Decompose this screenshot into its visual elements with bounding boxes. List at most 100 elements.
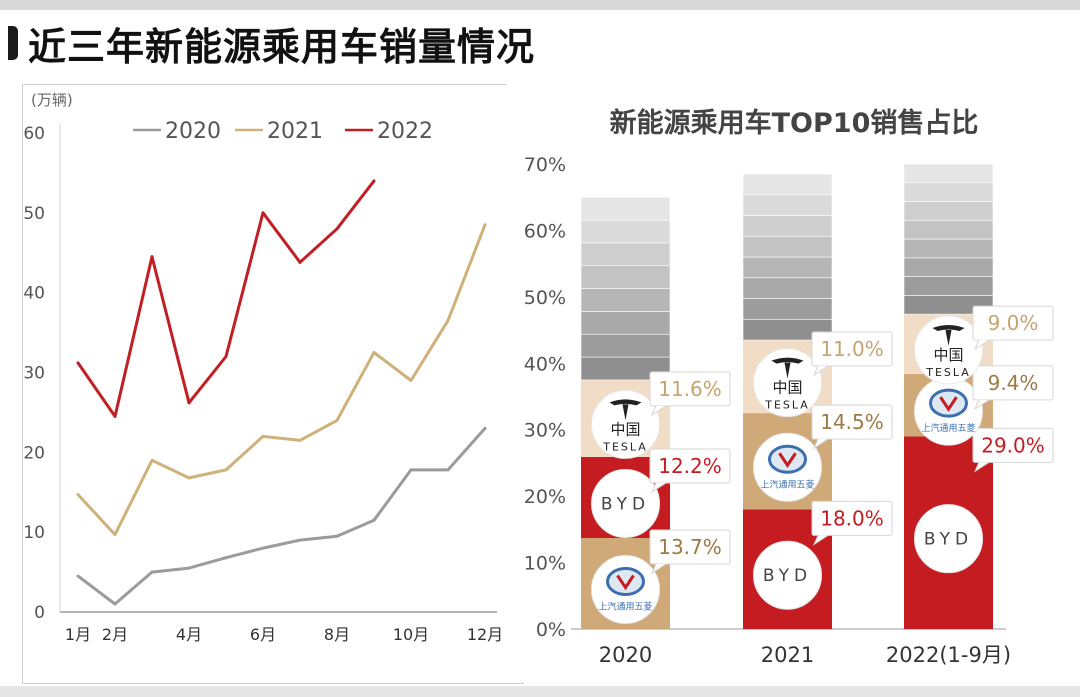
series-line-2020 <box>77 427 487 606</box>
data-point-2020 <box>335 534 339 538</box>
byd-word-text: BYD <box>924 530 973 550</box>
legend-label-2022: 2022 <box>377 119 433 144</box>
tesla-cn-text: 中国 <box>772 379 802 397</box>
data-point-2022 <box>113 414 117 418</box>
x-tick-label: 1月 <box>65 625 91 644</box>
data-point-2020 <box>76 574 80 578</box>
wuling-emblem-icon <box>929 388 968 418</box>
series-line-2021 <box>76 224 487 537</box>
x-tick-label: 6月 <box>250 625 276 644</box>
callout-box <box>972 365 1054 401</box>
bar-group-2: BYD 29.0% 上汽通用五菱 9.4% 中国 TESLA 9.0% 2022(1-9月) <box>886 163 1054 667</box>
data-point-2022 <box>187 401 191 405</box>
tesla-t-icon <box>609 399 642 421</box>
bar-segment-other <box>580 265 671 289</box>
data-point-2021 <box>298 438 302 442</box>
callout-value-label: 12.2% <box>658 454 722 478</box>
data-point-2021 <box>150 458 154 462</box>
bar-segment-other <box>903 276 994 296</box>
data-point-2022 <box>261 211 265 215</box>
data-point-2020 <box>483 426 487 430</box>
y-tick-label: 40 <box>23 284 45 304</box>
bar-segment-other <box>742 194 833 216</box>
callout-pointer <box>973 339 990 351</box>
x-tick-label: 2022(1-9月) <box>886 643 1011 667</box>
data-point-2022 <box>298 260 302 264</box>
y-tick-label: 30 <box>23 364 45 384</box>
data-point-2020 <box>224 556 228 560</box>
data-point-2021 <box>335 418 339 422</box>
y-tick-label: 10% <box>524 553 566 575</box>
callout-box <box>972 427 1054 463</box>
y-tick-label: 0 <box>34 603 45 623</box>
data-point-2021 <box>409 378 413 382</box>
byd-word-text: BYD <box>763 566 812 586</box>
data-point-2021 <box>446 319 450 323</box>
y-tick-label: 50% <box>524 287 566 309</box>
tesla-word-text: TESLA <box>602 440 648 453</box>
callout-pointer <box>812 438 829 450</box>
bar-segment-other <box>742 256 833 279</box>
bar-segment-other <box>903 219 994 240</box>
bar-segment-other <box>580 242 671 267</box>
bar-segment-other <box>742 298 833 320</box>
y-tick-label: 70% <box>524 154 566 176</box>
bar-segment-other <box>580 288 671 312</box>
bar-group-1: BYD 18.0% 上汽通用五菱 14.5% 中国 TESLA 11.0% 2021 <box>742 173 893 667</box>
tesla-cn-text: 中国 <box>610 420 640 438</box>
data-point-2020 <box>446 468 450 472</box>
data-point-2020 <box>261 546 265 550</box>
page-title: 近三年新能源乘用车销量情况 <box>28 24 536 69</box>
bar-segment-other <box>903 238 994 259</box>
data-point-2020 <box>150 570 154 574</box>
data-point-2021 <box>261 434 265 438</box>
data-point-2022 <box>335 227 339 231</box>
brand-logo-badge <box>914 504 983 574</box>
brand-logo-badge <box>753 348 822 418</box>
y-tick-label: 20 <box>23 443 45 463</box>
wuling-cn-text: 上汽通用五菱 <box>921 422 975 434</box>
callout-value-label: 11.6% <box>658 377 722 401</box>
tesla-cn-text: 中国 <box>933 346 963 364</box>
callout-box <box>811 331 893 367</box>
wuling-mark-icon <box>616 574 635 591</box>
callout-value-label: 9.4% <box>988 371 1039 395</box>
callout-box <box>649 529 731 565</box>
wuling-emblem-icon <box>606 566 645 596</box>
callout-pointer <box>973 399 990 411</box>
brand-logo-badge <box>753 540 822 610</box>
wuling-mark-icon <box>778 452 797 468</box>
y-tick-label: 0% <box>536 619 566 641</box>
bar-group-0: 上汽通用五菱 13.7% BYD 12.2% 中国 TESLA 11.6% 2020 <box>580 196 731 667</box>
y-tick-label: 20% <box>524 486 566 508</box>
bar-segment-other <box>580 219 671 244</box>
x-tick-label: 2月 <box>102 625 128 644</box>
line-chart-panel: (万辆) 0 10 20 30 40 50 60 1月 2月 4月 6月 8月 10月 12月 2020 202… <box>22 84 524 684</box>
stacked-bar-chart: 新能源乘用车TOP10销售占比 0% 10% 20% 30% 40% 50% 60% 70% 上汽… <box>524 107 1054 667</box>
x-tick-label: 10月 <box>393 625 429 644</box>
data-point-2021 <box>372 351 376 355</box>
bar-segment-other <box>580 333 671 358</box>
callout-pointer <box>650 405 667 417</box>
bar-segment-other <box>903 201 994 221</box>
bottom-bar <box>0 686 1080 697</box>
x-tick-label: 8月 <box>324 625 350 644</box>
y-unit-label: (万辆) <box>31 91 73 109</box>
legend-label-2020: 2020 <box>165 119 221 144</box>
callout-pointer <box>812 365 829 377</box>
data-point-2020 <box>409 468 413 472</box>
callout-box <box>649 448 731 484</box>
data-point-2020 <box>298 538 302 542</box>
bar-segment-other <box>742 215 833 237</box>
data-point-2021 <box>483 223 487 227</box>
y-tick-label: 60% <box>524 220 566 242</box>
callout-box <box>811 500 893 536</box>
line-chart: (万辆) 0 10 20 30 40 50 60 1月 2月 4月 6月 8月 10月 12月 2020 202… <box>23 91 503 644</box>
x-tick-label: 2020 <box>599 643 652 667</box>
callout-value-label: 9.0% <box>988 311 1039 335</box>
bar-segment-other <box>580 311 671 335</box>
callout-value-label: 13.7% <box>658 535 722 559</box>
title-marker <box>8 26 18 60</box>
callout-pointer <box>650 563 667 575</box>
bar-segment-other <box>903 182 994 202</box>
